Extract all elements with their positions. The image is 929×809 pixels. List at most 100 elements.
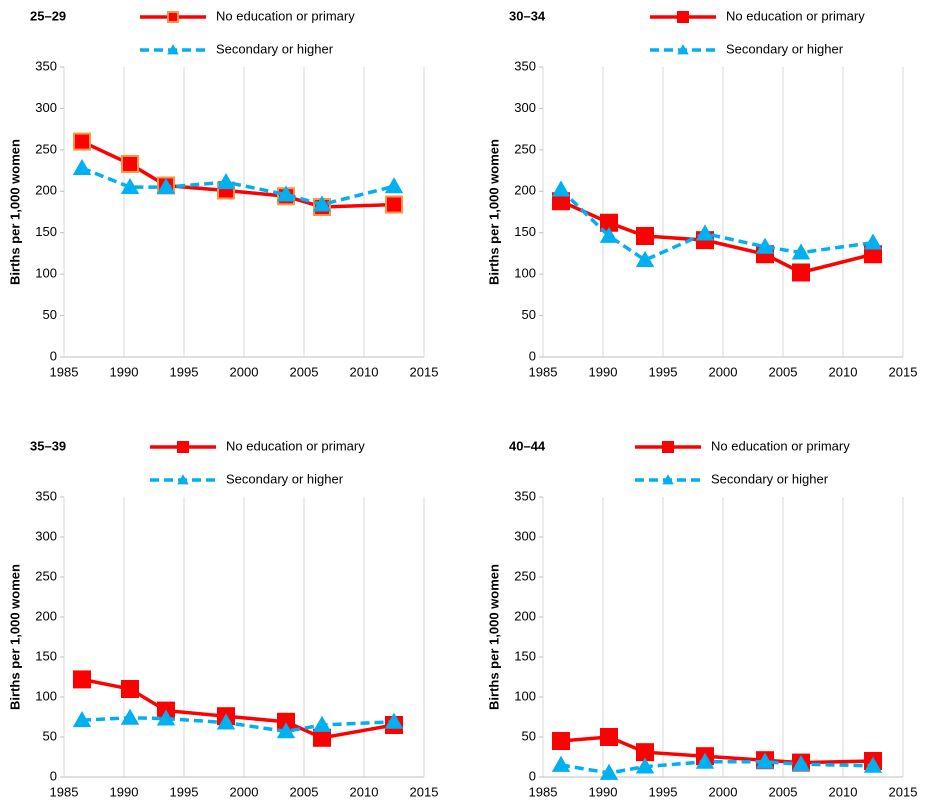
data-point	[121, 680, 139, 698]
y-tick-label: 100	[514, 688, 536, 703]
data-point	[755, 752, 775, 769]
y-tick-label: 150	[514, 648, 536, 663]
x-tick-label: 2005	[769, 784, 798, 799]
data-point	[636, 227, 654, 246]
legend-marker	[177, 474, 189, 485]
y-tick-label: 350	[514, 488, 536, 503]
x-tick-label: 2015	[410, 364, 439, 379]
y-axis-label: Births per 1,000 women	[7, 139, 22, 285]
x-tick-label: 2005	[290, 784, 319, 799]
x-tick-label: 2010	[350, 784, 379, 799]
x-tick-label: 2015	[410, 784, 439, 799]
y-tick-label: 0	[529, 768, 536, 783]
data-point	[216, 713, 236, 730]
legend-label: Secondary or higher	[726, 41, 844, 56]
y-tick-label: 250	[514, 568, 536, 583]
y-tick-label: 250	[35, 141, 57, 156]
chart-title: 30–34	[509, 8, 546, 23]
data-point	[120, 708, 140, 725]
y-tick-label: 150	[35, 648, 57, 663]
y-tick-label: 250	[514, 141, 536, 156]
y-tick-label: 200	[35, 608, 57, 623]
legend-label: Secondary or higher	[711, 471, 829, 486]
legend-marker	[167, 44, 179, 55]
y-tick-label: 150	[514, 224, 536, 239]
x-tick-label: 1990	[589, 784, 618, 799]
data-point	[635, 250, 655, 267]
legend-label: Secondary or higher	[216, 41, 334, 56]
data-point	[73, 132, 91, 151]
legend-label: No education or primary	[711, 438, 850, 453]
data-point	[385, 195, 403, 214]
legend-label: No education or primary	[726, 8, 865, 23]
x-tick-label: 2005	[769, 364, 798, 379]
data-point	[384, 177, 404, 194]
y-tick-label: 0	[529, 348, 536, 363]
y-tick-label: 300	[514, 100, 536, 115]
data-point	[276, 185, 296, 202]
chart-title: 40–44	[509, 438, 546, 453]
y-tick-label: 50	[43, 728, 57, 743]
y-tick-label: 100	[35, 688, 57, 703]
legend-marker	[662, 441, 674, 453]
legend-label: No education or primary	[216, 8, 355, 23]
x-tick-label: 2000	[709, 364, 738, 379]
x-tick-label: 1995	[170, 784, 199, 799]
y-tick-label: 50	[522, 728, 536, 743]
y-tick-label: 350	[35, 58, 57, 73]
x-tick-label: 2005	[290, 364, 319, 379]
data-point	[120, 177, 140, 195]
y-axis-label: Births per 1,000 women	[486, 139, 501, 285]
y-tick-label: 300	[35, 100, 57, 115]
x-tick-label: 2000	[709, 784, 738, 799]
data-point	[599, 226, 619, 243]
data-point	[792, 263, 810, 282]
x-tick-label: 1985	[529, 364, 558, 379]
data-point	[72, 711, 92, 728]
x-tick-label: 1985	[529, 784, 558, 799]
data-point	[695, 224, 715, 241]
data-point	[121, 154, 139, 173]
x-tick-label: 1990	[110, 364, 139, 379]
x-tick-label: 1990	[589, 364, 618, 379]
y-tick-label: 100	[35, 266, 57, 281]
x-tick-label: 2010	[829, 364, 858, 379]
data-point	[863, 233, 883, 250]
data-point	[695, 752, 715, 769]
legend-marker	[177, 441, 189, 453]
x-tick-label: 2010	[350, 364, 379, 379]
legend-label: Secondary or higher	[226, 471, 344, 486]
data-point	[156, 177, 176, 195]
legend-marker	[677, 44, 689, 55]
x-tick-label: 1985	[50, 784, 79, 799]
data-point	[552, 732, 570, 750]
y-tick-label: 50	[522, 307, 536, 322]
data-point	[600, 728, 618, 746]
x-tick-label: 1995	[649, 364, 678, 379]
data-point	[156, 709, 176, 726]
y-axis-label: Births per 1,000 women	[7, 564, 22, 710]
y-axis-label: Births per 1,000 women	[486, 564, 501, 710]
y-tick-label: 300	[514, 528, 536, 543]
data-point	[599, 763, 619, 780]
data-point	[312, 195, 332, 212]
data-point	[551, 180, 571, 197]
x-tick-label: 2000	[230, 364, 259, 379]
data-point	[863, 756, 883, 773]
y-tick-label: 350	[514, 58, 536, 73]
data-point	[73, 670, 91, 689]
x-tick-label: 2015	[889, 364, 918, 379]
y-tick-label: 350	[35, 488, 57, 503]
x-tick-label: 2015	[889, 784, 918, 799]
chart-title: 25–29	[30, 8, 66, 23]
legend-marker	[167, 11, 179, 23]
data-point	[791, 243, 811, 260]
y-tick-label: 0	[50, 348, 57, 363]
legend-marker	[662, 474, 674, 485]
data-point	[755, 237, 775, 254]
y-tick-label: 50	[43, 307, 57, 322]
x-tick-label: 1995	[170, 364, 199, 379]
y-tick-label: 100	[514, 266, 536, 281]
y-tick-label: 200	[35, 183, 57, 198]
